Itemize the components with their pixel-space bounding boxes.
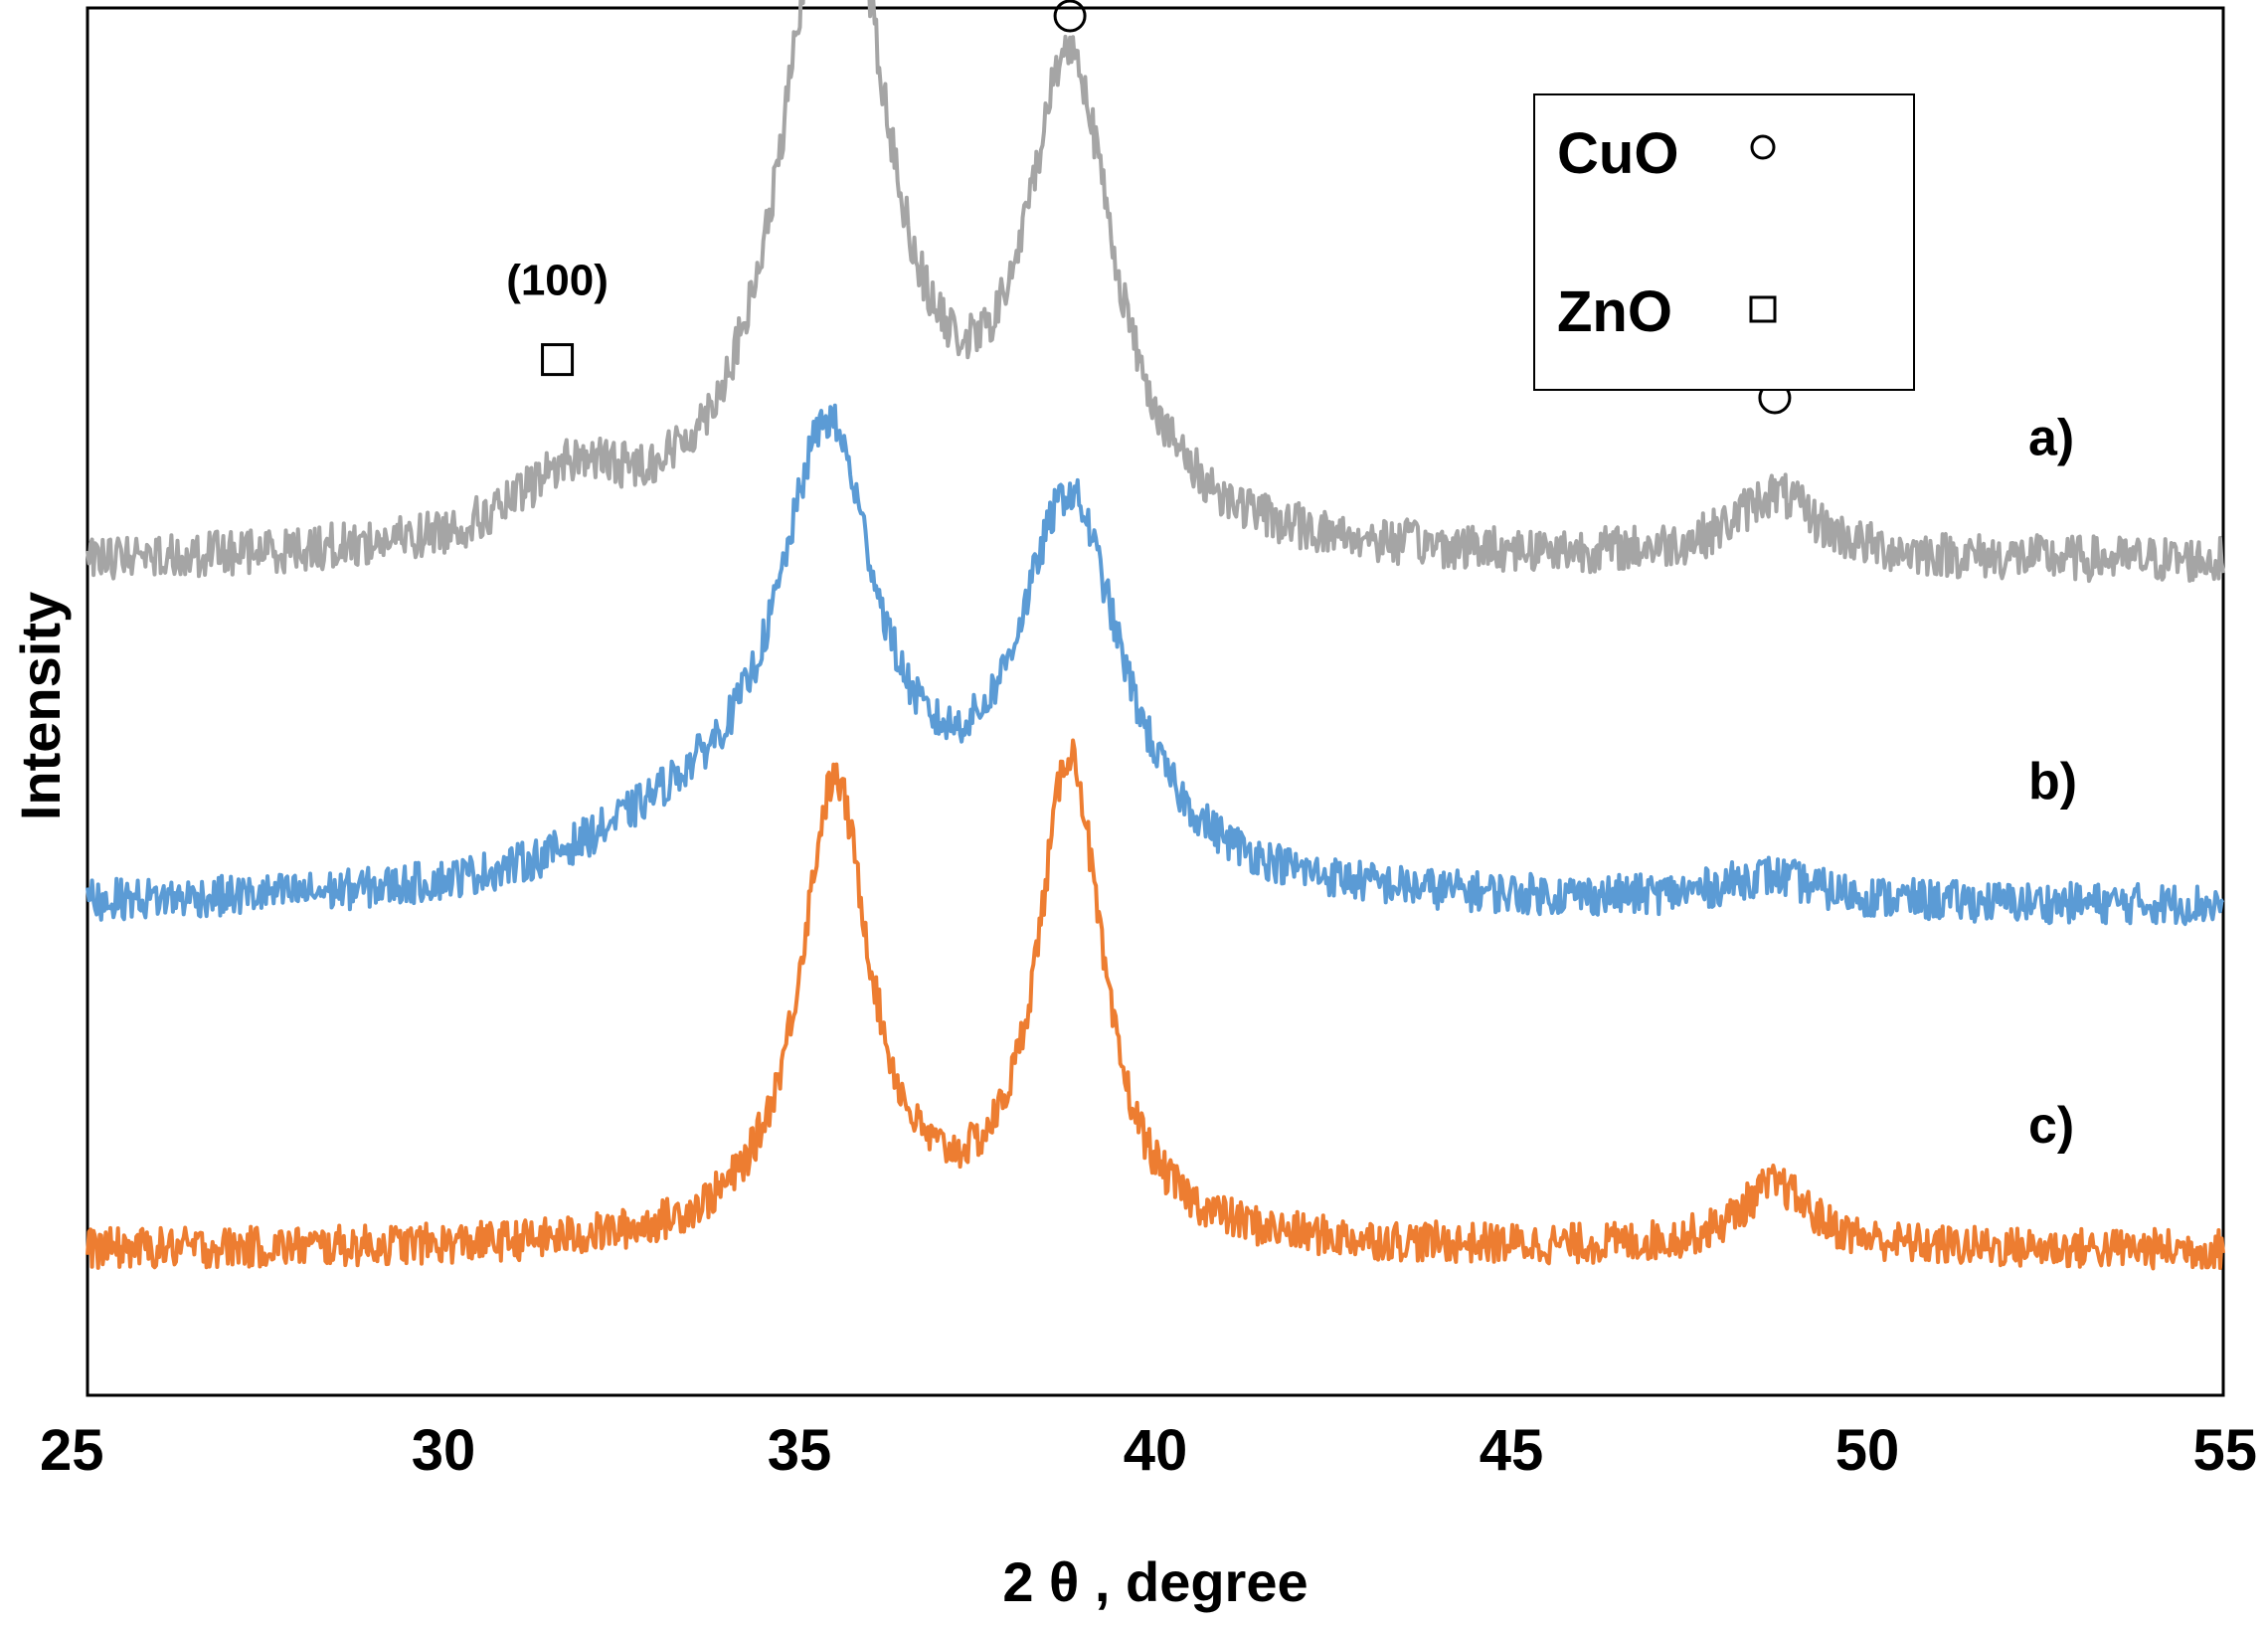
peak-label: (100) bbox=[506, 257, 609, 305]
x-axis-title: 2 θ , degree bbox=[1002, 1550, 1308, 1613]
legend-square-marker bbox=[1749, 295, 1777, 323]
series-label-2: b) bbox=[2028, 753, 2077, 811]
legend-box bbox=[1533, 93, 1915, 391]
x-tick-label: 55 bbox=[2192, 1418, 2257, 1483]
x-tick-labels: 25 30 35 40 45 50 55 bbox=[40, 1418, 2257, 1483]
x-tick-label: 30 bbox=[412, 1418, 476, 1483]
series-layer bbox=[86, 0, 2225, 1271]
x-tick-label: 45 bbox=[1480, 1418, 1544, 1483]
legend-label-cuo: CuO bbox=[1557, 121, 1678, 186]
peak-marker-circle bbox=[1053, 0, 1087, 33]
series-line-3 bbox=[86, 738, 2225, 1271]
series-label-3: c) bbox=[2028, 1097, 2074, 1155]
series-line-1 bbox=[86, 0, 2225, 584]
legend: CuO ZnO bbox=[1533, 93, 1915, 391]
x-tick-label: 40 bbox=[1124, 1418, 1188, 1483]
x-tick-label: 25 bbox=[40, 1418, 104, 1483]
x-tick-label: 35 bbox=[768, 1418, 832, 1483]
series-labels: a) b) c) bbox=[2028, 410, 2077, 1155]
series-label-1: a) bbox=[2028, 410, 2074, 467]
x-tick-label: 50 bbox=[1835, 1418, 1900, 1483]
y-axis-title: Intensity bbox=[9, 592, 72, 820]
peak-marker-square bbox=[541, 343, 575, 377]
legend-circle-marker bbox=[1750, 134, 1776, 160]
legend-label-zno: ZnO bbox=[1557, 279, 1672, 344]
plot-area-frame bbox=[86, 6, 2225, 1397]
series-line-2 bbox=[86, 403, 2225, 927]
